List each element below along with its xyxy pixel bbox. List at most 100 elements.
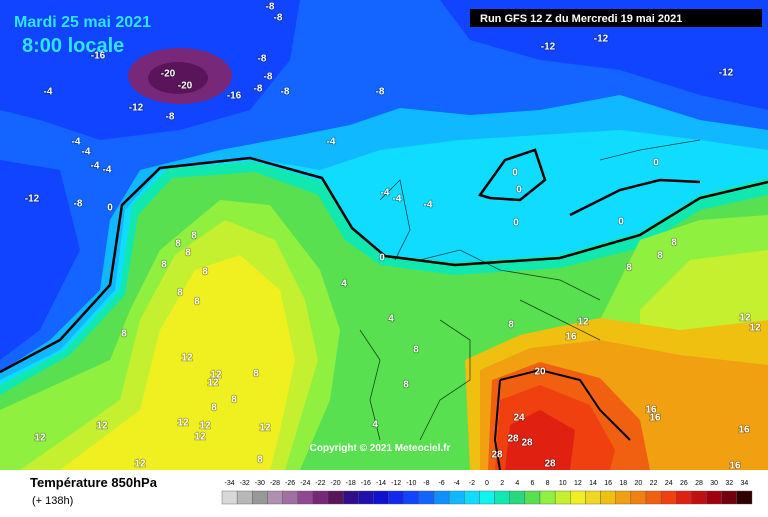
contour-label: -20	[161, 69, 176, 80]
scale-label: -22	[315, 480, 325, 487]
contour-label: -8	[376, 87, 385, 98]
contour-label: 12	[199, 421, 211, 432]
contour-label: 12	[34, 433, 46, 444]
scale-swatch	[312, 490, 329, 505]
contour-label: -12	[594, 34, 609, 45]
contour-label: 4	[341, 279, 347, 290]
contour-label: 0	[618, 217, 624, 228]
scale-swatch	[282, 490, 298, 505]
color-scale: -34 -32 -30 -28 -26 -24 -22 -20 -18 -16 -14 -12 -10-…	[221, 480, 753, 505]
scale-label: 24	[665, 480, 673, 487]
contour-label: -16	[91, 51, 106, 62]
scale-label: 2	[500, 480, 504, 487]
scale-swatch	[570, 490, 586, 505]
scale-label: 0	[485, 480, 489, 487]
scale-swatch	[736, 490, 753, 505]
contour-label: -4	[393, 194, 402, 205]
scale-label: -20	[331, 480, 341, 487]
scale-label: 28	[695, 480, 703, 487]
contour-label: -8	[281, 87, 290, 98]
scale-swatch	[388, 490, 404, 505]
scale-label: -2	[469, 480, 475, 487]
scale-swatch	[691, 490, 707, 505]
contour-label: 12	[207, 378, 219, 389]
contour-label: -4	[91, 161, 100, 172]
scale-swatch	[706, 490, 722, 505]
contour-label: -4	[82, 147, 91, 158]
contour-label: 12	[96, 421, 108, 432]
contour-label: 28	[544, 459, 556, 470]
scale-label: 14	[589, 480, 597, 487]
contour-label: -4	[327, 137, 336, 148]
contour-label: 8	[257, 455, 263, 466]
contour-label: 20	[534, 367, 546, 378]
contour-label: 12	[181, 353, 193, 364]
contour-label: -4	[424, 200, 433, 211]
scale-label: 10	[559, 480, 567, 487]
scale-label: -28	[270, 480, 280, 487]
contour-label: -4	[72, 137, 81, 148]
scale-label: -12	[391, 480, 401, 487]
scale-label: -24	[300, 480, 310, 487]
contour-label: 8	[161, 260, 167, 271]
contour-label: 8	[185, 248, 191, 259]
scale-swatch	[358, 490, 374, 505]
scale-swatch	[479, 490, 495, 505]
contour-label: 16	[738, 425, 750, 436]
lead-time: (+ 138h)	[32, 495, 73, 507]
contour-label: 0	[512, 168, 518, 179]
scale-swatch	[660, 490, 677, 505]
scale-swatch	[342, 490, 359, 505]
contour-label: 8	[177, 288, 183, 299]
contour-label: 16	[645, 405, 657, 416]
contour-label: -4	[103, 165, 112, 176]
contour-label: 0	[653, 158, 659, 169]
contour-label: 24	[513, 413, 525, 424]
contour-label: -8	[264, 72, 273, 83]
scale-swatch	[403, 490, 420, 505]
contour-label: 8	[508, 320, 514, 331]
contour-label: 12	[739, 313, 751, 324]
contour-label: 28	[521, 438, 533, 449]
scale-label: -34	[225, 480, 235, 487]
forecast-date: Mardi 25 mai 2021	[14, 14, 151, 31]
scale-swatch	[615, 490, 632, 505]
contour-label: -12	[129, 103, 144, 114]
contour-label: -12	[25, 194, 40, 205]
scale-swatch	[600, 490, 616, 505]
scale-label: -14	[376, 480, 386, 487]
contour-label: 12	[134, 459, 146, 470]
scale-label: -6	[438, 480, 444, 487]
scale-swatch	[252, 490, 268, 505]
scale-label: 26	[680, 480, 688, 487]
contour-label: 4	[372, 420, 378, 431]
contour-label: 0	[516, 185, 522, 196]
scale-swatch	[524, 490, 541, 505]
contour-label: -20	[178, 81, 193, 92]
scale-swatch	[539, 490, 556, 505]
scale-label: -16	[361, 480, 371, 487]
scale-swatch	[645, 490, 662, 505]
contour-label: 0	[379, 253, 385, 264]
legend-title: Température 850hPa	[30, 475, 158, 490]
forecast-time: 8:00 locale	[22, 35, 124, 57]
contour-label: -8	[266, 2, 275, 13]
scale-swatch	[494, 490, 510, 505]
contour-label: 12	[194, 432, 206, 443]
copyright: Copyright © 2021 Meteociel.fr	[310, 443, 451, 454]
scale-label: 30	[710, 480, 718, 487]
scale-label: 32	[725, 480, 733, 487]
contour-label: 12	[749, 323, 761, 334]
contour-label: 12	[259, 423, 271, 434]
contour-label: 8	[194, 297, 200, 308]
scale-label: -30	[255, 480, 265, 487]
scale-swatch	[721, 490, 738, 505]
scale-label: 20	[635, 480, 643, 487]
contour-label: 8	[211, 403, 217, 414]
scale-label: -26	[285, 480, 295, 487]
contour-label: -16	[227, 91, 242, 102]
contour-label: 8	[403, 380, 409, 391]
scale-swatch	[509, 490, 526, 505]
contour-label: 8	[175, 239, 181, 250]
